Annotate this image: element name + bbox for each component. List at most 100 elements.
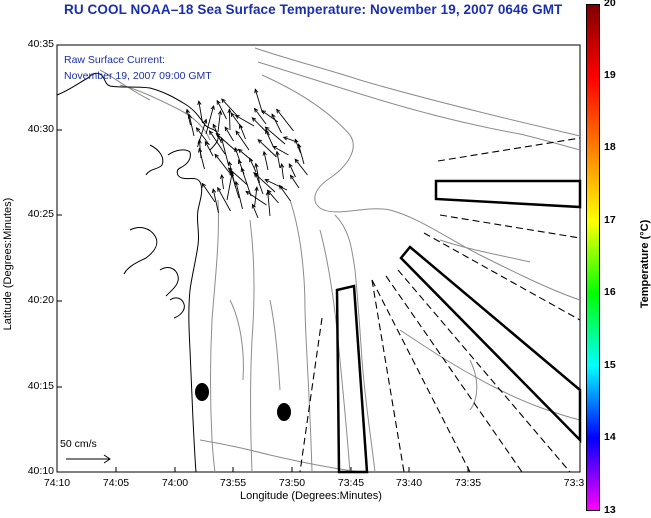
current-vector-head [197, 138, 202, 144]
current-label-line2: November 19, 2007 09:00 GMT [64, 70, 212, 82]
current-vector-head [251, 117, 257, 122]
contour-lines [99, 47, 581, 473]
plot-frame [56, 44, 581, 473]
current-vector [216, 133, 238, 153]
current-vector-head [227, 108, 232, 114]
current-vector [230, 170, 240, 199]
current-vector [226, 172, 233, 201]
current-vector [252, 204, 259, 219]
current-vector-head [254, 88, 259, 94]
coastline-path [167, 149, 203, 473]
current-vector [212, 189, 219, 214]
current-vector [245, 191, 267, 206]
current-vector [221, 137, 229, 166]
x-tick-label: 73:35 [454, 477, 482, 489]
current-vector-head [275, 150, 280, 156]
current-vector [198, 101, 203, 124]
current-vector [205, 105, 215, 135]
current-vector-head [217, 109, 223, 115]
current-vector-head [201, 182, 206, 188]
current-vector [254, 187, 258, 208]
current-vector-head [288, 162, 293, 168]
y-tick-label: 40:10 [27, 465, 54, 477]
contour-line [319, 229, 351, 473]
antenna-outline [399, 245, 582, 444]
current-vector-head [282, 136, 288, 141]
current-vector-head [254, 162, 259, 168]
current-vector [255, 173, 264, 195]
x-tick-label: 74:10 [43, 477, 71, 489]
current-vector-head [208, 130, 214, 136]
current-vectors [185, 88, 308, 219]
current-vector [253, 172, 276, 193]
current-vector-head [234, 115, 240, 120]
current-vector-head [210, 105, 215, 110]
y-tick-label: 40:35 [27, 38, 54, 50]
contour-line [261, 74, 581, 301]
current-vector [201, 183, 216, 203]
current-vector-head [219, 173, 225, 179]
current-vector-head [214, 153, 219, 159]
current-vector-head [230, 112, 235, 118]
current-vector-head [264, 126, 270, 132]
current-vector-head [262, 150, 267, 156]
colorbar-tick-label: 14 [604, 431, 616, 443]
colorbar-label: Temperature (°C) [639, 219, 651, 309]
current-vector-head [198, 147, 203, 153]
colorbar-tick-label: 16 [604, 286, 616, 298]
x-axis-label: Longitude (Degrees:Minutes) [240, 490, 382, 502]
current-vector-head [294, 158, 300, 164]
x-tick-label: 73:3 [563, 477, 585, 489]
contour-line [119, 84, 211, 141]
current-vector [217, 187, 231, 212]
scale-vector [66, 454, 111, 464]
current-vector [235, 181, 243, 210]
current-vector [271, 113, 282, 134]
current-vector-head [204, 140, 209, 146]
current-vector [235, 130, 250, 151]
current-vector-head [276, 108, 281, 114]
current-vector [254, 89, 263, 114]
current-vector [281, 163, 284, 180]
current-vector-head [220, 136, 225, 142]
current-vector [288, 163, 296, 178]
current-vector-head [289, 174, 295, 180]
coastline-path [123, 227, 158, 275]
current-vector-head [264, 179, 270, 183]
current-vector [298, 144, 305, 165]
contour-line [399, 329, 581, 421]
x-tick-label: 73:40 [395, 477, 423, 489]
current-vector [257, 139, 277, 158]
current-vector [198, 148, 205, 170]
scale-vector-label: 50 cm/s [60, 438, 97, 450]
current-vector-head [215, 132, 221, 138]
current-vector [254, 108, 267, 125]
current-vector-head [245, 190, 251, 196]
colorbar-tick-label: 20 [604, 0, 616, 9]
current-vector [290, 175, 300, 189]
contour-line [334, 214, 376, 473]
x-tick-label: 74:05 [102, 477, 130, 489]
current-vector-head [216, 99, 221, 105]
antenna-outline [434, 179, 582, 209]
current-vector-head [187, 113, 193, 119]
current-vector-head [234, 146, 239, 152]
colorbar-tick-label: 17 [604, 214, 616, 226]
contour-line [257, 61, 581, 151]
current-vector-head [278, 184, 284, 190]
current-vector [263, 151, 269, 171]
temperature-colorbar [586, 4, 600, 511]
axis-ticks [56, 44, 469, 473]
current-vector [228, 167, 248, 186]
current-vector-head [251, 203, 256, 209]
y-axis-label: Latitude (Degrees:Minutes) [2, 197, 14, 331]
current-vector-head [237, 148, 243, 154]
current-vector [265, 179, 288, 191]
contour-line [199, 439, 361, 473]
current-vector-head [234, 180, 239, 186]
current-vector-head [238, 123, 243, 129]
coastline-path [56, 72, 219, 151]
current-vector [267, 190, 279, 204]
chart-title: RU COOL NOAA–18 Sea Surface Temperature:… [64, 2, 563, 17]
